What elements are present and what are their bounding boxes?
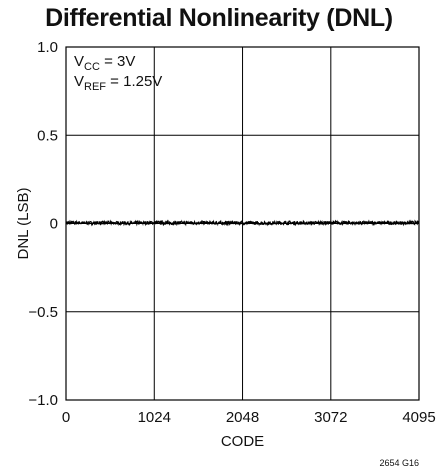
chart-title: Differential Nonlinearity (DNL) bbox=[45, 4, 393, 32]
x-tick-label: 2048 bbox=[226, 409, 259, 426]
x-tick-labels: 0 1024 2048 3072 4095 bbox=[62, 409, 436, 426]
x-tick-label: 1024 bbox=[138, 409, 171, 426]
x-tick-label: 0 bbox=[62, 409, 70, 426]
y-axis-label: DNL (LSB) bbox=[15, 188, 32, 260]
y-tick-label: 0 bbox=[50, 216, 58, 233]
condition-text: VREF = 1.25V bbox=[74, 73, 162, 93]
figure-note: 2654 G16 bbox=[379, 458, 419, 468]
dnl-trace bbox=[65, 219, 420, 227]
x-tick-label: 3072 bbox=[314, 409, 347, 426]
y-tick-label: −1.0 bbox=[28, 392, 58, 409]
y-tick-label: 1.0 bbox=[37, 39, 58, 56]
condition-text: VCC = 3V bbox=[74, 53, 135, 73]
y-tick-label: −0.5 bbox=[28, 304, 58, 321]
y-tick-labels: 1.0 0.5 0 −0.5 −1.0 bbox=[28, 39, 58, 409]
series-group bbox=[65, 219, 420, 227]
x-tick-label: 4095 bbox=[402, 409, 435, 426]
y-tick-label: 0.5 bbox=[37, 127, 58, 144]
x-axis-label: CODE bbox=[221, 433, 264, 450]
